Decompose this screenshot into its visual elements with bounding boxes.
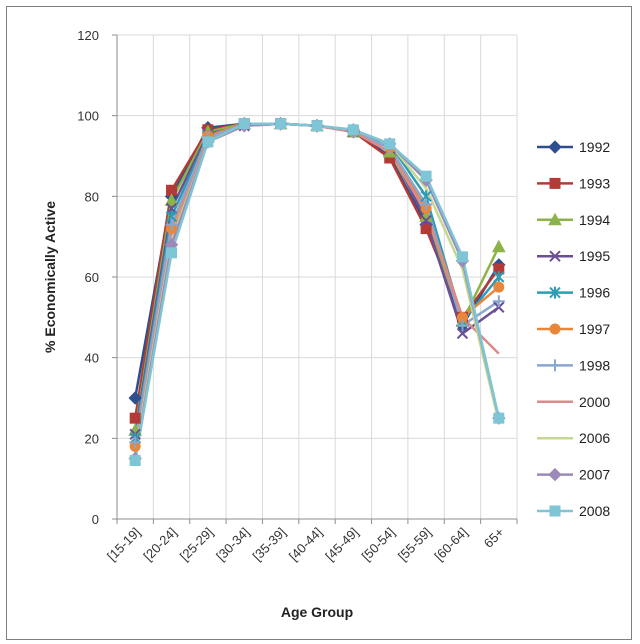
legend-label: 2006 [579,430,610,446]
data-point-2008 [384,138,396,150]
legend-label: 1997 [579,321,610,337]
legend-label: 1993 [579,175,610,191]
data-point-2008 [456,251,468,263]
data-point-2008 [166,247,178,259]
legend-label: 2007 [579,467,610,483]
data-point-1993 [129,412,141,424]
x-tick-label: [20-24] [140,525,179,564]
legend-label: 2000 [579,394,610,410]
legend-marker-1996 [549,286,561,299]
legend-marker-1994 [548,212,562,226]
y-tick-label: 0 [92,512,99,527]
x-tick-label: [45-49] [322,525,361,564]
x-tick-label: [25-29] [177,525,216,564]
x-tick-labels: [15-19][20-24][25-29][30-34][35-39][40-4… [104,525,507,564]
data-point-2008 [493,412,505,424]
data-point-1993 [420,223,432,235]
line-chart: 0 20 40 60 80 100 120 [15-19][20-24][25-29][30… [42,28,610,620]
data-point-1994 [491,239,506,253]
data-point-1992 [128,391,142,405]
legend-label: 1994 [579,212,610,228]
x-tick-label: 65+ [481,525,507,551]
x-tick-label: [55-59] [395,525,434,564]
data-point-2008 [311,120,323,132]
y-tick-label: 60 [85,270,99,285]
legend-marker-2008 [549,505,561,517]
x-axis-title: Age Group [281,604,353,620]
data-point-1996 [493,271,505,283]
data-point-2008 [238,118,250,130]
y-tick-labels: 0 20 40 60 80 100 120 [77,28,99,527]
legend-marker-1992 [548,140,562,154]
x-tick-label: [35-39] [250,525,289,564]
x-tick-label: [30-34] [213,525,252,564]
legend-label: 1995 [579,248,610,264]
data-point-1998 [165,218,178,231]
y-tick-label: 20 [85,431,99,446]
legend-marker-1993 [549,177,561,189]
series-markers [128,116,506,467]
legend-label: 2008 [579,503,610,519]
data-point-1998 [129,436,142,449]
y-tick-label: 100 [77,109,99,124]
data-point-1997 [493,281,505,293]
legend: 1992 1993 1994 1995 1996 1997 1998 2000 2006 2007… [537,139,610,519]
y-tick-label: 40 [85,351,99,366]
data-point-1998 [456,319,469,332]
data-point-2008 [202,136,214,148]
data-point-1994 [164,193,179,206]
data-point-1995 [493,301,505,313]
chart-frame: 0 20 40 60 80 100 120 [15-19] [20-24] [25-29] [30… [6,6,632,640]
legend-marker-2007 [548,467,562,482]
data-point-1998 [420,198,433,211]
data-point-1995 [420,214,432,227]
x-tick-label: [15-19] [104,525,143,564]
x-tick-label: [50-54] [359,525,398,564]
data-point-2008 [275,118,287,130]
data-point-2008 [347,124,359,136]
legend-marker-1998 [549,359,561,372]
legend-label: 1992 [579,139,610,155]
data-point-1998 [492,295,505,308]
x-tick-label: [60-64] [431,525,470,564]
gridlines [117,34,518,519]
y-tick-label: 80 [85,189,99,204]
legend-marker-1995 [549,250,561,262]
data-point-2008 [129,455,141,467]
data-point-2008 [420,170,432,182]
legend-marker-1997 [549,323,561,335]
axes [112,34,518,524]
legend-label: 1998 [579,357,610,373]
x-tick-label: [40-44] [286,525,325,564]
y-tick-label: 120 [77,28,99,43]
data-point-1995 [456,327,469,340]
legend-label: 1996 [579,285,610,301]
y-axis-title: % Economically Active [42,201,58,353]
